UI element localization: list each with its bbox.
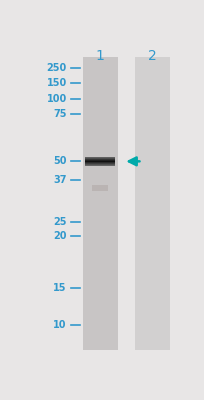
Text: 2: 2 — [148, 49, 156, 63]
Bar — [82, 57, 117, 350]
Text: 20: 20 — [53, 231, 67, 241]
Text: 1: 1 — [95, 49, 104, 63]
Text: 25: 25 — [53, 217, 67, 227]
Bar — [135, 57, 169, 350]
Text: 100: 100 — [47, 94, 67, 104]
Text: 75: 75 — [53, 109, 67, 119]
Bar — [92, 185, 108, 191]
Text: 250: 250 — [47, 63, 67, 73]
Text: 10: 10 — [53, 320, 67, 330]
Text: 37: 37 — [53, 176, 67, 186]
Text: 15: 15 — [53, 283, 67, 293]
Text: 150: 150 — [47, 78, 67, 88]
Text: 50: 50 — [53, 156, 67, 166]
